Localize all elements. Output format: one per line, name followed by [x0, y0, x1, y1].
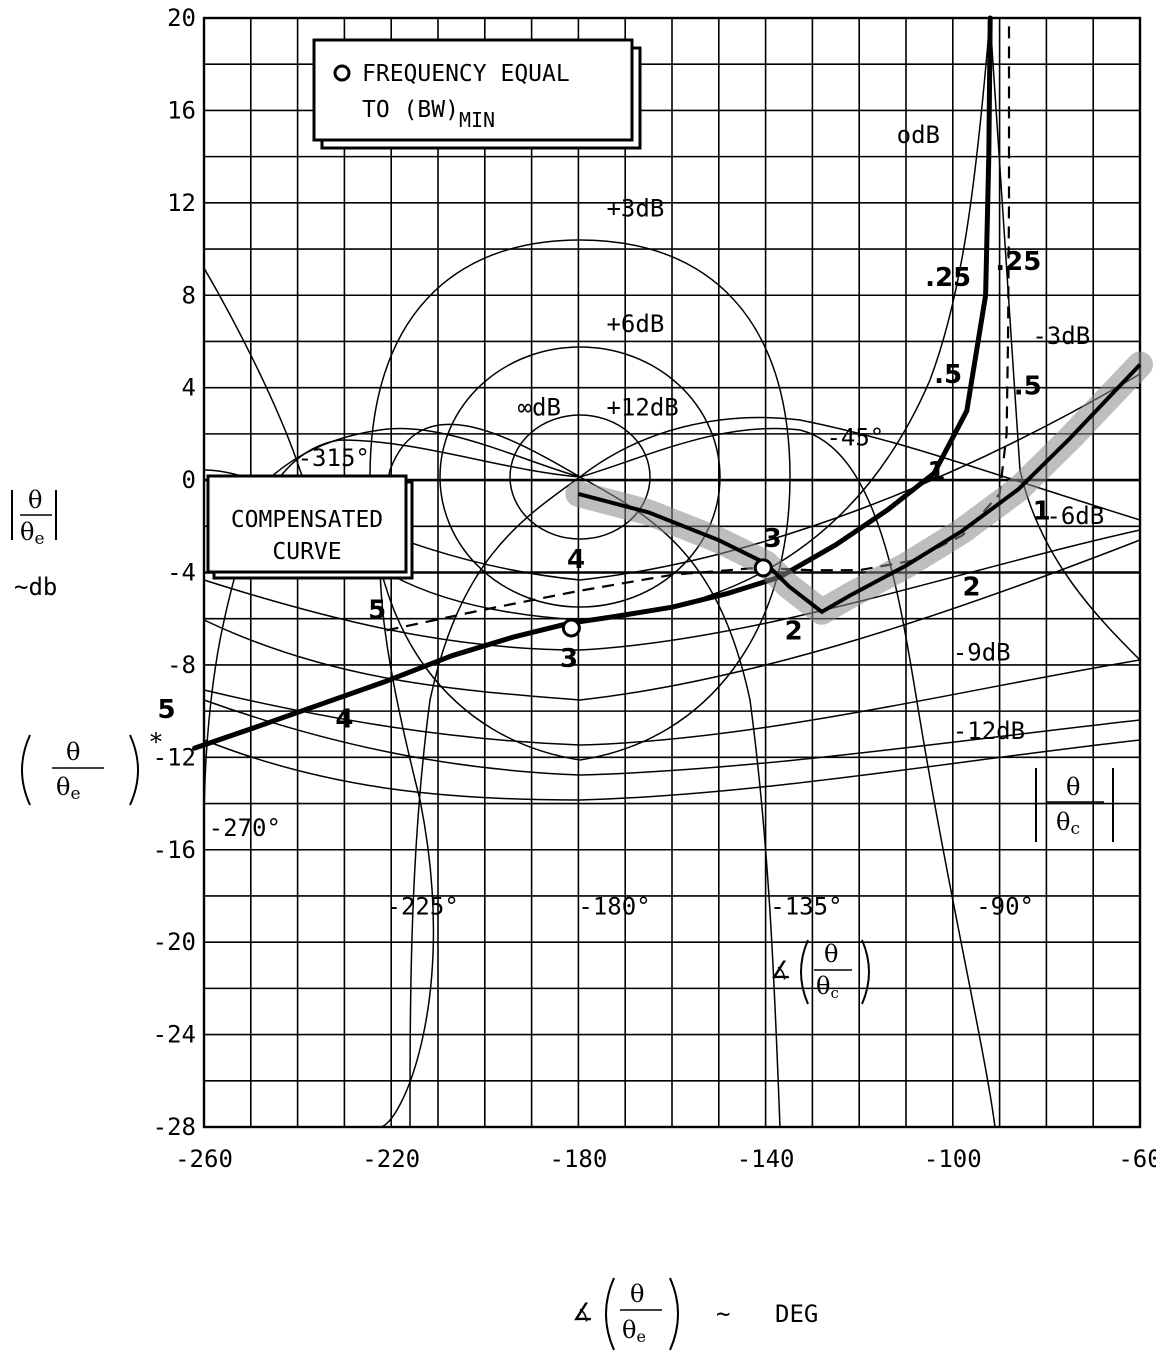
point-label: 5 [368, 596, 386, 626]
bandwidth-marker [753, 558, 773, 578]
svg-text:θ: θ [28, 486, 42, 514]
point-label: .25 [925, 263, 971, 293]
x-axis-title: ∡ θ θe ~ DEG [572, 1277, 818, 1351]
point-label: 3 [764, 524, 782, 554]
contour-label: -135° [770, 892, 842, 920]
y-tick-label: -4 [167, 559, 196, 587]
point-label: 4 [567, 545, 585, 575]
compensated-box-line-2: CURVE [272, 539, 341, 565]
contour-minus-6db [203, 529, 1141, 651]
point-label: 5 [158, 695, 176, 725]
contour-label: +12dB [606, 393, 678, 421]
contour-minus-12db [203, 699, 1141, 776]
y-tick-label: -28 [153, 1113, 196, 1141]
labels: odB +3dB +6dB +12dB ∞dB -3dB -6dB -9dB -12dB -315… [158, 121, 1105, 921]
x-tick-label: -260 [175, 1145, 233, 1173]
contour-label: +6dB [606, 310, 664, 338]
svg-text:*: * [150, 728, 162, 756]
contour-label: -180° [578, 892, 650, 920]
contour-label: +3dB [606, 195, 664, 223]
svg-text:θe: θe [56, 773, 81, 804]
x-tick-label: -140 [737, 1145, 795, 1173]
y-tick-label: -20 [153, 928, 196, 956]
contour-label: -90° [976, 892, 1034, 920]
x-axis-label: DEG [775, 1300, 818, 1328]
svg-text:θ: θ [1066, 773, 1080, 801]
bandwidth-marker [561, 618, 581, 638]
y-tick-label: -16 [153, 836, 196, 864]
svg-text:θe: θe [622, 1316, 646, 1346]
svg-text:θ: θ [824, 940, 838, 968]
contour-phase-135 [579, 476, 781, 1128]
y-tick-label: 16 [167, 96, 196, 124]
contour-minus-15db [203, 739, 1141, 801]
point-label: 1 [1033, 496, 1051, 526]
phase-label: ∡ θ θc [770, 939, 870, 1005]
y-tick-label: -24 [153, 1021, 196, 1049]
contour-label: -270° [209, 814, 281, 842]
point-label: .5 [934, 360, 962, 390]
y-tick-label: -8 [167, 651, 196, 679]
y-axis-title: θ θe ~db [11, 486, 57, 601]
svg-text:θc: θc [816, 972, 839, 1002]
contour-minus-3-phase [989, 17, 1141, 661]
contour-minus-9db [203, 659, 1141, 746]
y-tick-label: 0 [182, 466, 196, 494]
y-tick-label: 12 [167, 189, 196, 217]
svg-text:∡: ∡ [572, 1298, 594, 1326]
y-tick-label: 8 [182, 281, 196, 309]
contour-phase-225 [379, 423, 581, 1128]
legend-line-2: TO (BW)MIN [362, 97, 495, 132]
compensated-curve [192, 15, 993, 751]
contour-minus-9db-a [203, 539, 1141, 701]
ticks: -260 -220 -180 -140 -100 -60201612840-4-8-12-… [153, 4, 1156, 1173]
contour-phase-225b [409, 476, 581, 1128]
contour-label: ∞dB [518, 393, 561, 421]
contour-phase-90 [579, 427, 996, 1128]
svg-text:θ: θ [66, 738, 80, 766]
right-magnitude-label: θ θc [1035, 768, 1114, 842]
y-tick-label: -12 [153, 743, 196, 771]
svg-text:θe: θe [20, 518, 45, 549]
bottom-left-symbol: θ θe * [21, 728, 162, 806]
y-axis-unit: ~db [14, 573, 57, 601]
svg-text:θ: θ [630, 1280, 644, 1308]
contour-plus-3db [369, 239, 791, 761]
x-axis-dash: ~ [716, 1300, 730, 1328]
x-tick-label: -100 [924, 1145, 982, 1173]
contour-label: -12dB [953, 717, 1025, 745]
contour-plus-6db [439, 346, 721, 608]
point-label: 4 [335, 704, 353, 734]
legend: FREQUENCY EQUAL TO (BW)MIN [312, 38, 642, 150]
point-label: 1 [927, 457, 945, 487]
point-label: .5 [1014, 372, 1042, 402]
contour-plus-12db [509, 414, 651, 540]
compensated-box-line-1: COMPENSATED [231, 507, 383, 533]
y-tick-label: 20 [167, 4, 196, 32]
point-label: 2 [785, 617, 803, 647]
y-tick-label: 4 [182, 374, 196, 402]
contour-label: odB [897, 121, 940, 149]
legend-line-1: FREQUENCY EQUAL [362, 61, 570, 87]
x-tick-label: -220 [362, 1145, 420, 1173]
contour-label: -45° [826, 423, 884, 451]
x-tick-label: -180 [550, 1145, 608, 1173]
legend-marker-icon [333, 64, 351, 82]
contour-label: -225° [387, 892, 459, 920]
compensated-curve-box: COMPENSATED CURVE [206, 474, 414, 580]
contour-label: -315° [298, 444, 370, 472]
point-label: 3 [560, 644, 578, 674]
point-label: 2 [962, 573, 980, 603]
x-tick-label: -60 [1118, 1145, 1156, 1173]
point-label: .25 [995, 247, 1041, 277]
contour-label: -6dB [1046, 502, 1104, 530]
contour-label: -3dB [1032, 322, 1090, 350]
shaded-band-edge [577, 363, 1142, 615]
series [192, 15, 1153, 751]
svg-text:θc: θc [1056, 808, 1080, 839]
svg-text:∡: ∡ [770, 956, 792, 984]
contour-label: -9dB [953, 638, 1011, 666]
